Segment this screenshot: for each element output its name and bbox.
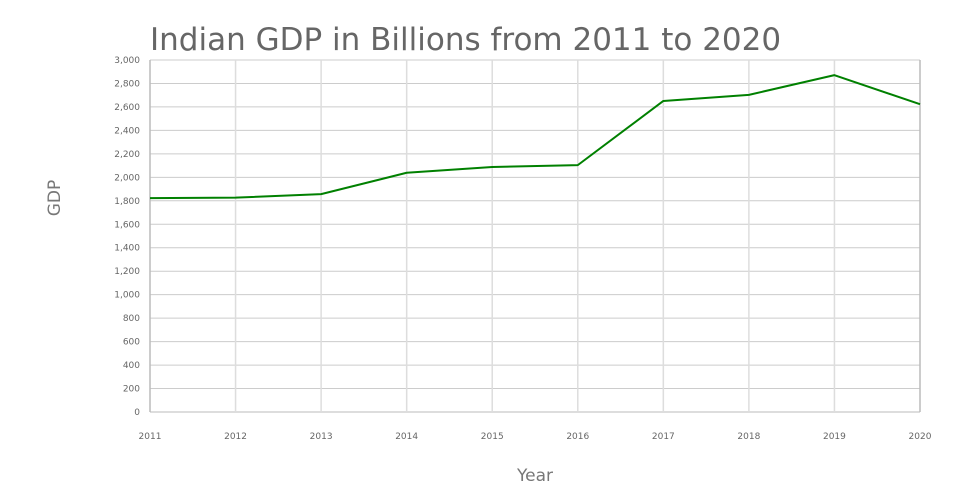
x-tick-label: 2019 xyxy=(823,432,846,442)
y-tick-label: 0 xyxy=(134,408,140,418)
y-tick-label: 800 xyxy=(123,314,140,324)
x-tick-label: 2011 xyxy=(139,432,162,442)
x-axis-label: Year xyxy=(516,466,553,486)
series-line xyxy=(149,74,921,200)
y-tick-label: 1,000 xyxy=(114,291,140,301)
y-tick-label: 1,800 xyxy=(114,197,140,207)
x-tick-label: 2014 xyxy=(395,432,418,442)
y-tick-label: 2,200 xyxy=(114,150,140,160)
y-tick-label: 3,000 xyxy=(114,56,140,66)
y-tick-label: 2,800 xyxy=(114,79,140,89)
x-tick-label: 2016 xyxy=(566,432,589,442)
y-axis-label: GDP xyxy=(45,180,65,217)
y-tick-label: 1,400 xyxy=(114,244,140,254)
y-tick-label: 2,600 xyxy=(114,103,140,113)
x-tick-label: 2013 xyxy=(310,432,333,442)
y-tick-label: 2,000 xyxy=(114,173,140,183)
y-axis-ticks: 0 200 400 600 800 1,000 1,200 1,400 1,600 1,800 2,… xyxy=(114,56,140,418)
x-tick-label: 2015 xyxy=(481,432,504,442)
y-tick-label: 2,400 xyxy=(114,126,140,136)
y-tick-label: 1,200 xyxy=(114,267,140,277)
chart-title: Indian GDP in Billions from 2011 to 2020 xyxy=(150,22,781,58)
x-tick-label: 2012 xyxy=(224,432,247,442)
x-tick-label: 2018 xyxy=(737,432,760,442)
x-tick-label: 2020 xyxy=(909,432,932,442)
x-tick-label: 2017 xyxy=(652,432,675,442)
y-tick-label: 200 xyxy=(123,385,140,395)
x-axis-ticks: 2011 2012 2013 2014 2015 2016 2017 2018 2019 2020 xyxy=(139,432,932,442)
y-tick-label: 1,600 xyxy=(114,220,140,230)
series-group xyxy=(149,74,921,200)
grid xyxy=(149,59,921,413)
y-tick-label: 400 xyxy=(123,361,140,371)
y-tick-label: 600 xyxy=(123,338,140,348)
